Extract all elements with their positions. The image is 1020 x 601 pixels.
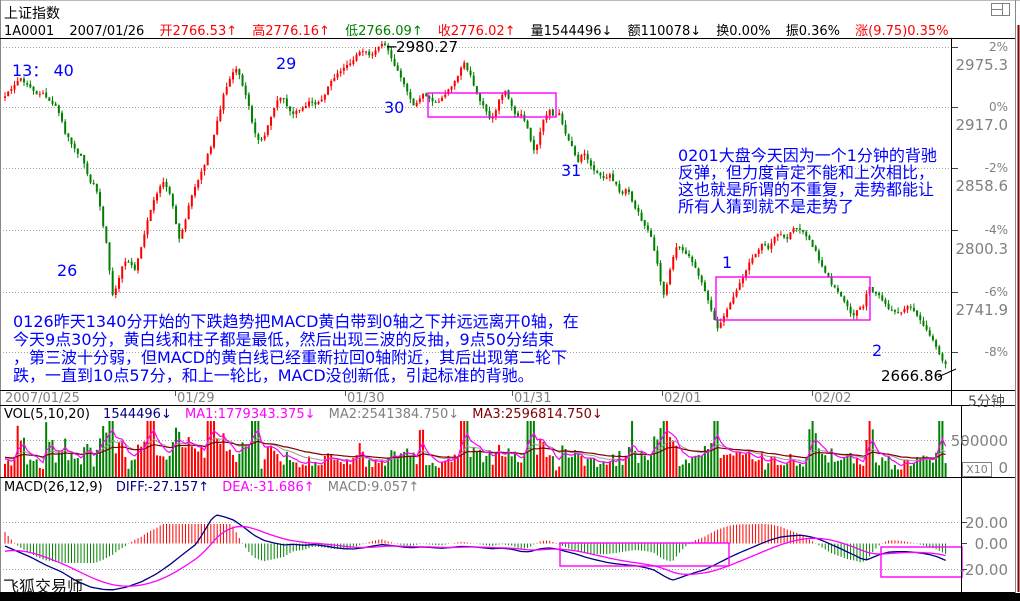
quote-date: 2007/01/26 <box>69 24 145 39</box>
date-tick-label: 2007/01/25 <box>5 391 80 406</box>
price-axis-pct-label: 2% <box>988 40 1008 54</box>
vol-ma3: MA3:2596814.750↓ <box>472 407 603 422</box>
price-axis-pct-label: -2% <box>984 161 1008 175</box>
price-axis: 2% 0% -2% -4% -6% -8% 2975.3 2917.0 2858.6 2800.3… <box>952 0 1014 390</box>
macd-axis-label: 0.00 <box>974 535 1008 553</box>
split-window-icon[interactable] <box>991 3 1010 16</box>
price-axis-pct-label: 0% <box>988 100 1008 114</box>
analysis-note-left: 0126昨天1340分开始的下跌趋势把MACD黄白带到0轴之下并远远离开0轴，在… <box>13 312 579 385</box>
date-tick-label: 01/31 <box>514 391 552 406</box>
price-axis-price-label: 2800.3 <box>955 240 1009 258</box>
volume-multiplier-badge: X10 <box>962 462 992 477</box>
time-note: 13： 40 <box>12 61 74 80</box>
price-axis-price-label: 2975.3 <box>955 56 1009 74</box>
volume-axis: 500000 0 <box>951 0 1014 478</box>
high-price-note: ─2980.27 <box>387 38 459 56</box>
quote-volume: 量1544496↓ <box>530 24 613 39</box>
analysis-note-right: 0201大盘今天因为一个1分钟的背驰 反弹，但力度肯定不能和上次相比， 这也就是… <box>678 146 937 216</box>
macd-label: MACD(26,12,9) <box>4 480 103 495</box>
vol-ma1: MA1:1779343.375↓ <box>184 407 316 422</box>
quote-close: 收2776.02↑ <box>437 24 516 39</box>
price-axis-pct-label: -6% <box>984 285 1008 299</box>
volume-indicator-row: VOL(5,10,20) 1544496↓ MA1:1779343.375↓ M… <box>4 407 612 422</box>
date-tick-label: 01/29 <box>177 391 215 406</box>
index-title: 上证指数 <box>4 6 60 22</box>
wave-count-label: 30 <box>384 98 405 117</box>
wave-count-label: 1 <box>722 253 733 272</box>
vol-ma2: MA2:2541384.750↓ <box>328 407 460 422</box>
date-tick-label: 02/01 <box>664 391 702 406</box>
macd-axis-label: 20.00 <box>965 514 1008 532</box>
macd-axis: 20.00 0.00 -20.00 <box>959 0 1014 592</box>
macd-dea-value: DEA:-31.686↑ <box>222 480 315 495</box>
wave-count-label: 2 <box>872 341 883 360</box>
period-label[interactable]: 5分钟 <box>968 394 1005 410</box>
price-axis-price-label: 2741.9 <box>955 301 1009 319</box>
app-watermark: 飞狐交易师 <box>3 577 84 596</box>
quote-turnover: 换0.00% <box>716 24 771 39</box>
price-axis-pct-label: -8% <box>984 345 1008 359</box>
macd-axis-label: -20.00 <box>959 561 1008 579</box>
low-price-note: 2666.86 <box>881 367 944 385</box>
quote-high: 高2776.16↑ <box>252 24 330 39</box>
quote-open: 开2766.53↑ <box>159 24 238 39</box>
wave-count-label: 29 <box>276 54 297 73</box>
volume-axis-label: 500000 <box>950 432 1008 450</box>
quote-bar: 1A0001 2007/01/26 开2766.53↑ 高2776.16↑ 低2… <box>4 20 960 39</box>
bottom-bar <box>0 593 1020 601</box>
price-axis-price-label: 2917.0 <box>955 116 1009 134</box>
price-axis-pct-label: -4% <box>984 223 1008 237</box>
macd-indicator-row: MACD(26,12,9) DIFF:-27.157↑ DEA:-31.686↑… <box>4 480 428 495</box>
quote-change: 涨(9.75)0.35% <box>855 24 949 39</box>
symbol-code: 1A0001 <box>4 24 55 39</box>
date-tick-label: 01/30 <box>347 391 385 406</box>
vol-value: 1544496↓ <box>103 407 172 422</box>
vol-label: VOL(5,10,20) <box>4 407 90 422</box>
quote-low: 低2766.09↑ <box>345 24 423 39</box>
macd-macd-value: MACD:9.057↑ <box>327 480 420 495</box>
date-axis: 2007/01/25 01/29 01/30 01/31 02/01 02/02 <box>0 391 950 406</box>
volume-axis-label: 0 <box>998 459 1008 477</box>
date-tick-label: 02/02 <box>814 391 852 406</box>
wave-count-label: 31 <box>561 161 582 180</box>
quote-amplitude: 振0.36% <box>785 24 841 39</box>
macd-diff-value: DIFF:-27.157↑ <box>115 480 210 495</box>
wave-count-label: 26 <box>57 261 78 280</box>
quote-amount: 额110078↓ <box>627 24 702 39</box>
price-axis-price-label: 2858.6 <box>955 177 1009 195</box>
